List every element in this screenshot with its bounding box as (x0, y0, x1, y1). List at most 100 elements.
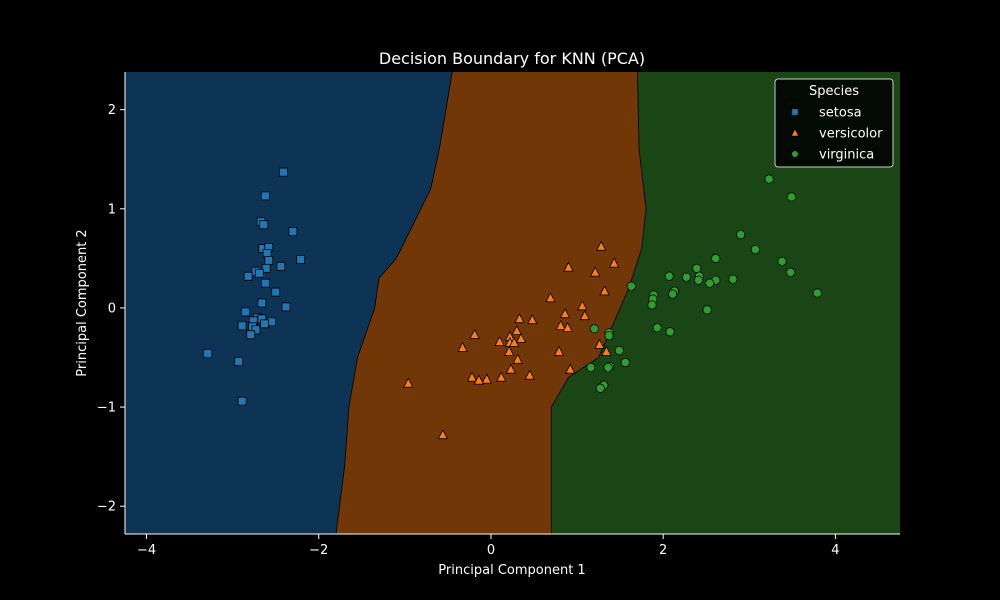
versicolor-point (524, 369, 535, 380)
versicolor-point (577, 300, 588, 311)
y-tick-label: −1 (97, 401, 116, 416)
series-virginica (586, 174, 822, 393)
x-tick-label: −2 (309, 543, 328, 558)
setosa-point (261, 263, 271, 273)
virginica-point (702, 305, 712, 315)
x-tick-label: 0 (487, 543, 495, 558)
setosa-point (257, 298, 267, 308)
virginica-point (652, 323, 662, 333)
legend-marker-setosa (791, 108, 799, 116)
virginica-point (786, 192, 797, 202)
series-setosa (203, 167, 306, 406)
versicolor-point (545, 292, 556, 303)
virginica-point (705, 278, 715, 288)
versicolor-point (469, 328, 480, 339)
virginica-point (604, 331, 614, 341)
versicolor-point (515, 332, 527, 343)
legend-item-virginica: virginica (791, 148, 874, 163)
x-tick-label: 4 (831, 543, 839, 558)
virginica-point (711, 253, 721, 263)
boundary-versicolor-virginica (550, 71, 647, 534)
versicolor-point (509, 336, 520, 347)
versicolor-point (466, 371, 478, 382)
versicolor-point (608, 257, 620, 268)
versicolor-point (559, 308, 571, 319)
versicolor-point (403, 377, 414, 388)
virginica-point (812, 288, 822, 298)
setosa-point (241, 307, 250, 317)
versicolor-point (494, 335, 505, 346)
y-tick-label: 2 (108, 103, 116, 118)
versicolor-point (590, 266, 601, 277)
versicolor-point (503, 345, 515, 356)
versicolor-point (437, 429, 448, 440)
virginica-point (626, 281, 636, 291)
setosa-point (271, 287, 281, 297)
versicolor-point (565, 363, 576, 374)
versicolor-point (514, 313, 525, 324)
versicolor-point (562, 321, 573, 333)
virginica-point (664, 271, 674, 281)
x-axis-label: Principal Component 1 (438, 563, 585, 578)
legend-label-virginica: virginica (819, 148, 874, 163)
y-tick-label: 0 (108, 301, 116, 316)
versicolor-point (555, 319, 566, 331)
setosa-point (237, 396, 247, 406)
x-tick-label: 2 (659, 543, 667, 558)
virginica-point (786, 267, 796, 277)
legend-label-setosa: setosa (819, 106, 862, 121)
setosa-point (264, 255, 274, 265)
versicolor-point (563, 261, 574, 272)
virginica-point (728, 274, 738, 284)
legend-box (774, 78, 894, 168)
axes: −4 −2 0 2 4 −2 −1 0 1 2 (97, 72, 900, 558)
virginica-point (603, 362, 613, 373)
setosa-point (281, 302, 291, 312)
plot-area (125, 71, 900, 535)
legend: Species setosa versicolor virginica (774, 78, 894, 168)
versicolor-point (481, 373, 492, 384)
versicolor-point (596, 240, 607, 251)
series-versicolor (403, 240, 620, 440)
versicolor-point (505, 363, 516, 374)
boundary-setosa-versicolor (335, 71, 453, 535)
setosa-point (260, 319, 269, 329)
virginica-point (614, 345, 624, 356)
setosa-point (254, 268, 264, 278)
legend-marker-versicolor (790, 128, 800, 137)
legend-marker-virginica (791, 150, 799, 158)
setosa-point (246, 330, 256, 340)
region-versicolor (336, 72, 646, 534)
chart-title: Decision Boundary for KNN (PCA) (379, 49, 645, 68)
setosa-point (243, 271, 253, 281)
y-axis-label: Principal Component 2 (75, 229, 90, 376)
virginica-point (620, 357, 630, 368)
region-virginica (551, 72, 900, 534)
versicolor-point (599, 285, 610, 296)
virginica-point (595, 383, 605, 393)
setosa-point (276, 261, 286, 271)
setosa-point (251, 325, 261, 335)
setosa-point (234, 357, 244, 366)
virginica-point (665, 327, 675, 337)
y-tick-label: 1 (108, 202, 116, 217)
setosa-point (203, 349, 213, 358)
versicolor-point (496, 371, 507, 382)
legend-item-versicolor: versicolor (790, 127, 883, 142)
legend-item-setosa: setosa (791, 106, 862, 121)
virginica-point (750, 244, 760, 255)
versicolor-point (511, 324, 522, 336)
virginica-point (589, 324, 599, 334)
y-tick-label: −2 (97, 500, 116, 515)
setosa-point (288, 227, 298, 237)
virginica-point (693, 275, 704, 285)
setosa-point (259, 220, 269, 230)
virginica-point (777, 256, 787, 266)
versicolor-point (473, 374, 485, 385)
versicolor-point (457, 341, 468, 352)
data-points (203, 167, 822, 440)
x-tick-label: −4 (137, 543, 156, 558)
setosa-point (260, 191, 270, 201)
virginica-point (764, 174, 774, 184)
